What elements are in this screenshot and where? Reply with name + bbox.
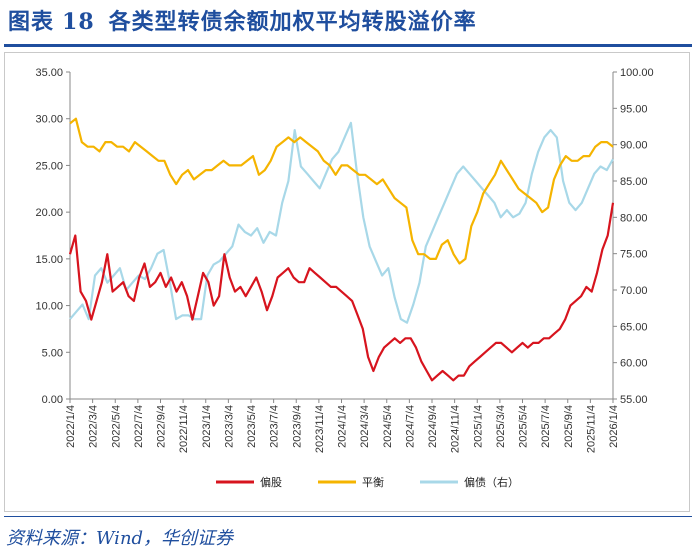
x-tick-label: 2024/9/4 — [427, 405, 439, 448]
x-tick-label: 2022/9/4 — [156, 405, 168, 448]
x-tick-label: 2025/11/4 — [585, 405, 597, 453]
x-tick-label: 2023/3/4 — [223, 405, 235, 448]
x-tick-label: 2025/1/4 — [472, 405, 484, 448]
right-tick-label: 55.00 — [620, 394, 648, 406]
legend-label-1: 平衡 — [362, 476, 384, 489]
x-tick-label: 2023/7/4 — [269, 405, 281, 448]
legend-label-0: 偏股 — [260, 475, 282, 489]
x-tick-label: 2024/1/4 — [337, 405, 349, 448]
left-tick-label: 30.00 — [35, 114, 63, 126]
x-tick-label: 2024/11/4 — [450, 405, 462, 453]
x-tick-label: 2023/1/4 — [201, 405, 213, 448]
x-tick-label: 2024/5/4 — [382, 405, 394, 448]
x-tick-label: 2023/5/4 — [246, 405, 258, 448]
figure-number: 18 — [62, 9, 95, 35]
left-tick-label: 0.00 — [42, 394, 63, 406]
x-tick-label: 2023/9/4 — [291, 405, 303, 448]
right-tick-label: 85.00 — [620, 176, 648, 188]
legend-label-2: 偏债（右） — [464, 475, 519, 489]
x-tick-label: 2022/7/4 — [133, 405, 145, 448]
source-note: 资料来源：Wind，华创证券 — [6, 528, 234, 549]
left-tick-label: 25.00 — [35, 160, 63, 172]
right-tick-label: 70.00 — [620, 285, 648, 297]
left-tick-label: 20.00 — [35, 207, 63, 219]
right-tick-label: 60.00 — [620, 358, 648, 370]
right-tick-label: 80.00 — [620, 212, 648, 224]
source-rule — [4, 516, 692, 517]
x-tick-label: 2025/5/4 — [518, 405, 530, 448]
x-tick-label: 2025/3/4 — [495, 405, 507, 448]
right-tick-label: 95.00 — [620, 103, 648, 115]
figure-title: 图表 18 各类型转债余额加权平均转股溢价率 — [8, 4, 477, 36]
x-tick-label: 2022/1/4 — [65, 405, 77, 448]
left-tick-label: 10.00 — [35, 301, 63, 313]
x-tick-label: 2024/7/4 — [404, 405, 416, 448]
figure-label: 图表 — [8, 10, 55, 35]
x-tick-label: 2023/11/4 — [314, 405, 326, 453]
chart-legend: 偏股 平衡 偏债（右） — [216, 475, 519, 489]
x-tick-label: 2022/5/4 — [110, 405, 122, 448]
series-line-0 — [68, 202, 615, 382]
x-tick-label: 2025/9/4 — [563, 405, 575, 448]
x-tick-label: 2022/3/4 — [88, 405, 100, 448]
left-tick-label: 5.00 — [42, 347, 63, 359]
chart-frame — [4, 52, 690, 512]
right-tick-label: 90.00 — [620, 140, 648, 152]
right-tick-label: 75.00 — [620, 249, 648, 261]
x-tick-label: 2022/11/4 — [178, 405, 190, 453]
right-tick-label: 100.00 — [620, 67, 654, 79]
x-tick-label: 2024/3/4 — [359, 405, 371, 448]
series-line-1 — [69, 117, 614, 265]
title-rule — [4, 44, 692, 47]
x-tick-label: 2025/7/4 — [540, 405, 552, 448]
right-tick-label: 65.00 — [620, 321, 648, 333]
left-tick-label: 35.00 — [35, 67, 63, 79]
chart-title: 各类型转债余额加权平均转股溢价率 — [108, 10, 477, 35]
x-tick-label: 2026/1/4 — [608, 405, 620, 448]
series-line-2 — [69, 121, 614, 324]
left-tick-label: 15.00 — [35, 254, 63, 266]
